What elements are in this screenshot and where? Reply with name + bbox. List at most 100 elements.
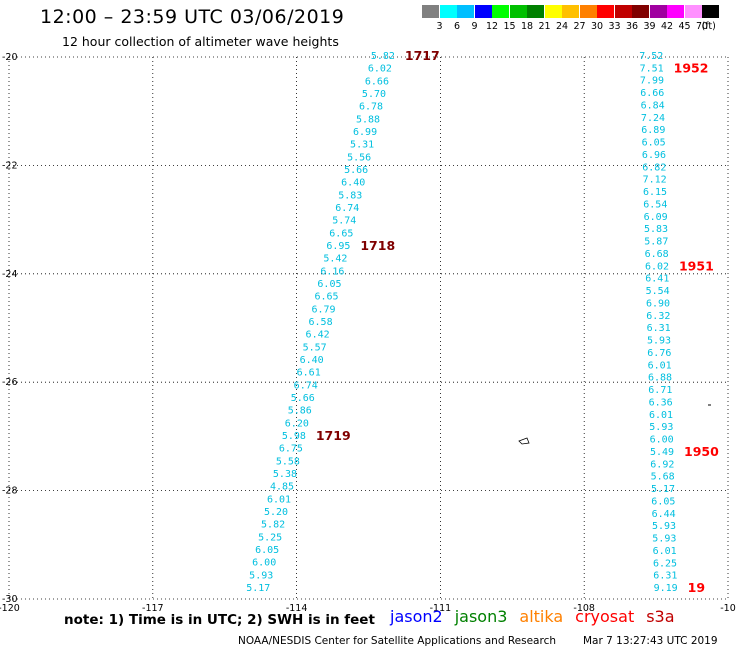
longitude-tick-label: -120 <box>0 603 20 614</box>
satellite-legend-entry: altika <box>519 607 564 626</box>
wave-height-value: 6.74 <box>335 203 359 214</box>
colorbar-swatch <box>684 5 702 18</box>
longitude-tick-label: -117 <box>142 603 164 614</box>
island-outline <box>518 437 530 445</box>
satellite-legend-entry: s3a <box>646 607 675 626</box>
wave-height-value: 6.95 <box>326 241 350 252</box>
colorbar-label: 9 <box>471 21 478 32</box>
wave-height-value: 5.88 <box>356 114 380 125</box>
wave-height-value: 6.00 <box>252 558 276 569</box>
wave-height-value: 5.66 <box>344 165 368 176</box>
colorbar-swatch <box>422 5 439 18</box>
wave-height-value: 6.92 <box>650 459 674 470</box>
wave-height-value: 6.05 <box>317 279 341 290</box>
wave-height-value: 4.85 <box>270 482 294 493</box>
wave-height-value: 5.93 <box>649 422 673 433</box>
pass-time-label: 1952 <box>674 60 709 75</box>
wave-height-value: 5.68 <box>651 472 675 483</box>
colorbar-swatch <box>492 5 509 18</box>
wave-height-value: 6.31 <box>647 323 671 334</box>
wave-height-value: 5.74 <box>332 216 356 227</box>
colorbar-swatch <box>614 5 632 18</box>
map-subtitle: 12 hour collection of altimeter wave hei… <box>62 34 339 49</box>
wave-height-value: 6.68 <box>645 249 669 260</box>
wave-height-value: 5.70 <box>362 89 386 100</box>
longitude-tick-label: -108 <box>573 603 595 614</box>
wave-height-value: 6.82 <box>642 162 666 173</box>
colorbar-label: 24 <box>555 21 569 32</box>
pass-time-label: 1719 <box>316 428 351 443</box>
colorbar-swatch <box>509 5 527 18</box>
satellite-legend-entry: jason3 <box>454 607 508 626</box>
colorbar-label: 42 <box>660 21 674 32</box>
colorbar-swatch <box>649 5 667 18</box>
colorbar-swatch <box>597 5 614 18</box>
colorbar-label: 15 <box>503 21 516 32</box>
wave-height-value: 6.31 <box>653 571 677 582</box>
wave-height-value: 6.44 <box>652 509 676 520</box>
colorbar-swatch <box>667 5 684 18</box>
colorbar-label: 70 <box>695 21 709 32</box>
wave-height-value: 6.65 <box>329 228 353 239</box>
wave-height-value: 6.66 <box>640 88 664 99</box>
wave-height-value: 5.83 <box>338 190 362 201</box>
wave-height-value: 7.12 <box>643 175 667 186</box>
latitude-tick-label: -30 <box>2 594 18 605</box>
wave-height-value: 5.83 <box>644 224 668 235</box>
wave-height-value: 6.90 <box>646 298 670 309</box>
credit-text: NOAA/NESDIS Center for Satellite Applica… <box>238 635 556 647</box>
wave-height-value: 5.93 <box>652 521 676 532</box>
map-title: 12:00 – 23:59 UTC 03/06/2019 <box>40 6 345 28</box>
colorbar-swatch <box>544 5 562 18</box>
wave-height-value: 5.20 <box>264 507 288 518</box>
wave-height-value: 6.20 <box>285 418 309 429</box>
wave-height-value: 6.74 <box>294 380 318 391</box>
wave-height-value: 6.01 <box>649 410 673 421</box>
wave-height-value: 6.89 <box>641 125 665 136</box>
colorbar-swatch <box>474 5 492 18</box>
longitude-tick-label: -111 <box>430 603 452 614</box>
wave-height-value: 5.86 <box>288 406 312 417</box>
colorbar-label: 12 <box>485 21 499 32</box>
pass-time-label: 1950 <box>684 444 719 459</box>
wave-height-value: 6.05 <box>651 496 675 507</box>
wave-height-value: 6.05 <box>255 545 279 556</box>
colorbar-label: 3 <box>436 21 443 32</box>
wave-height-value: 5.66 <box>291 393 315 404</box>
wave-height-value: 5.82 <box>261 520 285 531</box>
colorbar-label: 45 <box>678 21 691 32</box>
colorbar-unit: (ft) <box>701 21 716 32</box>
wave-height-value: 5.25 <box>258 532 282 543</box>
colorbar-label: 39 <box>643 21 656 32</box>
wave-height-value: 5.54 <box>646 286 670 297</box>
latitude-tick-label: -20 <box>2 52 18 63</box>
pass-time-label: 19 <box>688 580 705 595</box>
wave-height-value: 5.93 <box>647 336 671 347</box>
wave-height-value: 6.76 <box>647 348 671 359</box>
wave-height-value: 6.09 <box>644 212 668 223</box>
wave-height-value: 6.99 <box>353 127 377 138</box>
colorbar-swatch <box>702 5 719 18</box>
latitude-tick-label: -24 <box>2 269 18 280</box>
colorbar-swatch <box>527 5 544 18</box>
wave-height-value: 6.05 <box>642 138 666 149</box>
colorbar-label: 30 <box>590 21 604 32</box>
colorbar-swatch <box>562 5 579 18</box>
wave-height-value: 7.51 <box>640 63 664 74</box>
wave-height-value: 6.02 <box>368 64 392 75</box>
wave-height-value: 6.25 <box>653 558 677 569</box>
latitude-tick-label: -28 <box>2 486 18 497</box>
wave-height-value: 6.66 <box>365 76 389 87</box>
longitude-tick-label: -10 <box>720 603 736 614</box>
wave-height-value: 6.78 <box>359 102 383 113</box>
wave-height-value: 5.93 <box>652 534 676 545</box>
satellite-legend-entry: jason2 <box>390 607 443 626</box>
wave-height-value: 7.24 <box>641 113 665 124</box>
wave-height-value: 5.58 <box>276 456 300 467</box>
wave-height-value: 5.56 <box>347 152 371 163</box>
wave-height-value: 6.79 <box>311 304 335 315</box>
wave-height-value: 6.40 <box>341 178 365 189</box>
colorbar-swatch <box>457 5 474 18</box>
wave-height-value: 5.31 <box>350 140 374 151</box>
